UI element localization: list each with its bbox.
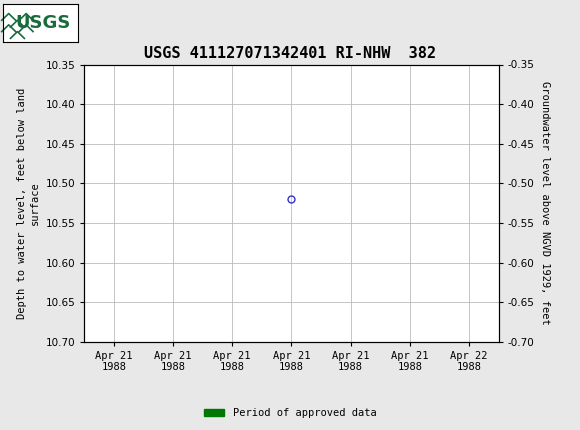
FancyBboxPatch shape [3, 3, 78, 42]
Text: USGS: USGS [16, 14, 71, 31]
Legend: Period of approved data: Period of approved data [200, 404, 380, 423]
Y-axis label: Depth to water level, feet below land
surface: Depth to water level, feet below land su… [17, 88, 40, 319]
Y-axis label: Groundwater level above NGVD 1929, feet: Groundwater level above NGVD 1929, feet [540, 81, 550, 325]
Text: USGS 411127071342401 RI-NHW  382: USGS 411127071342401 RI-NHW 382 [144, 46, 436, 61]
